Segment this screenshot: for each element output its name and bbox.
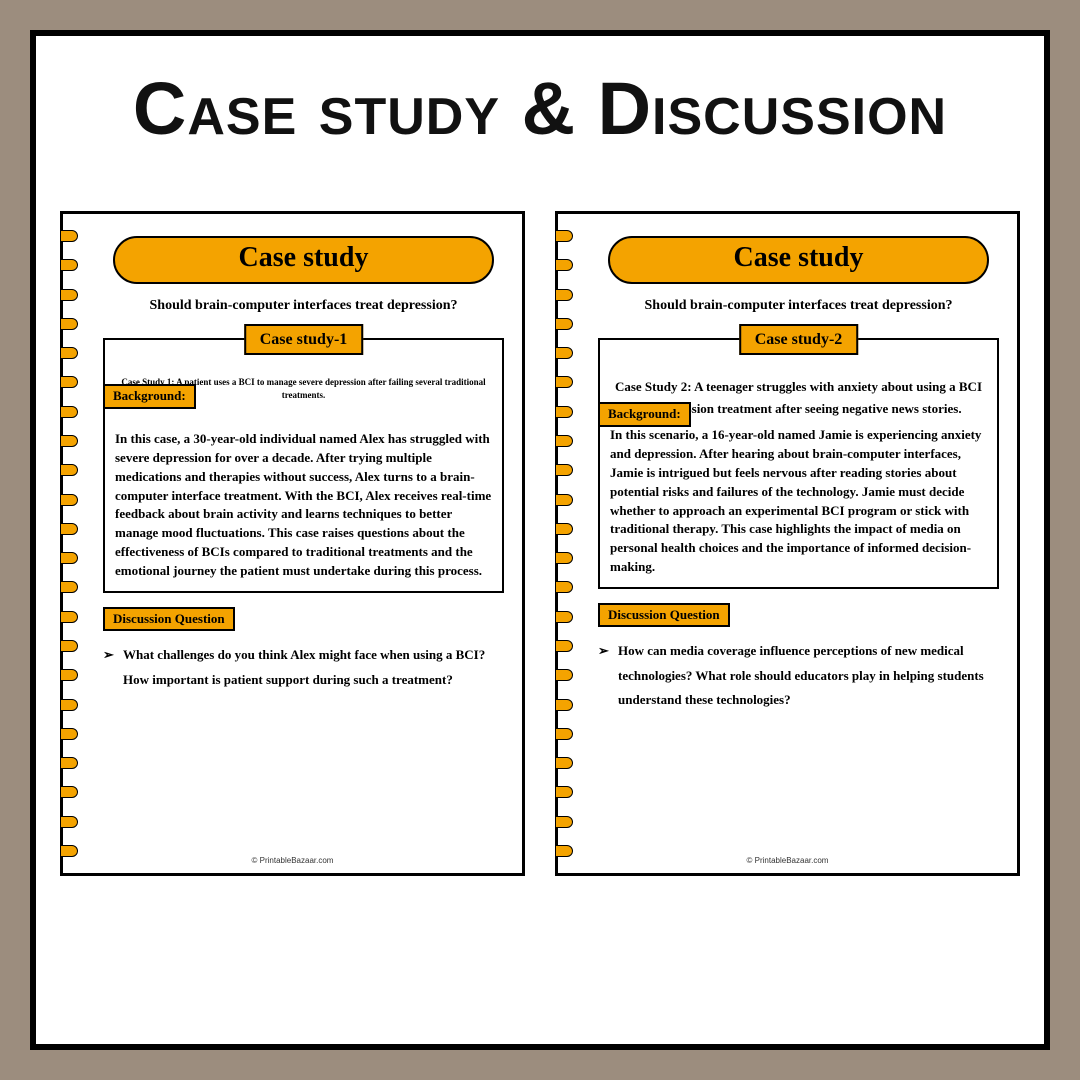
main-title: Case study & Discussion — [60, 66, 1020, 151]
background-label: Background: — [598, 402, 691, 427]
discussion-question: How can media coverage influence percept… — [598, 639, 999, 713]
page-footer: © PrintableBazaar.com — [558, 856, 1017, 865]
page-footer: © PrintableBazaar.com — [63, 856, 522, 865]
case-label: Case study-2 — [739, 324, 859, 355]
discussion-label: Discussion Question — [103, 607, 235, 631]
spiral-binding — [555, 230, 575, 857]
worksheet-page-2: Case study Should brain-computer interfa… — [555, 211, 1020, 876]
spiral-binding — [60, 230, 80, 857]
page-subtitle: Should brain-computer interfaces treat d… — [103, 298, 504, 314]
pill-header: Case study — [608, 236, 989, 284]
case-body: In this scenario, a 16-year-old named Ja… — [610, 426, 987, 577]
case-label: Case study-1 — [244, 324, 364, 355]
pages-row: Case study Should brain-computer interfa… — [60, 211, 1020, 876]
case-body: In this case, a 30-year-old individual n… — [115, 430, 492, 581]
case-box-2: Case study-2 Case Study 2: A teenager st… — [598, 338, 999, 589]
background-label: Background: — [103, 384, 196, 409]
case-box-1: Case study-1 Case Study 1: A patient use… — [103, 338, 504, 593]
page-subtitle: Should brain-computer interfaces treat d… — [598, 298, 999, 314]
pill-header: Case study — [113, 236, 494, 284]
discussion-label: Discussion Question — [598, 603, 730, 627]
discussion-question: What challenges do you think Alex might … — [103, 643, 504, 692]
worksheet-page-1: Case study Should brain-computer interfa… — [60, 211, 525, 876]
outer-frame: Case study & Discussion Case study Shoul… — [30, 30, 1050, 1050]
